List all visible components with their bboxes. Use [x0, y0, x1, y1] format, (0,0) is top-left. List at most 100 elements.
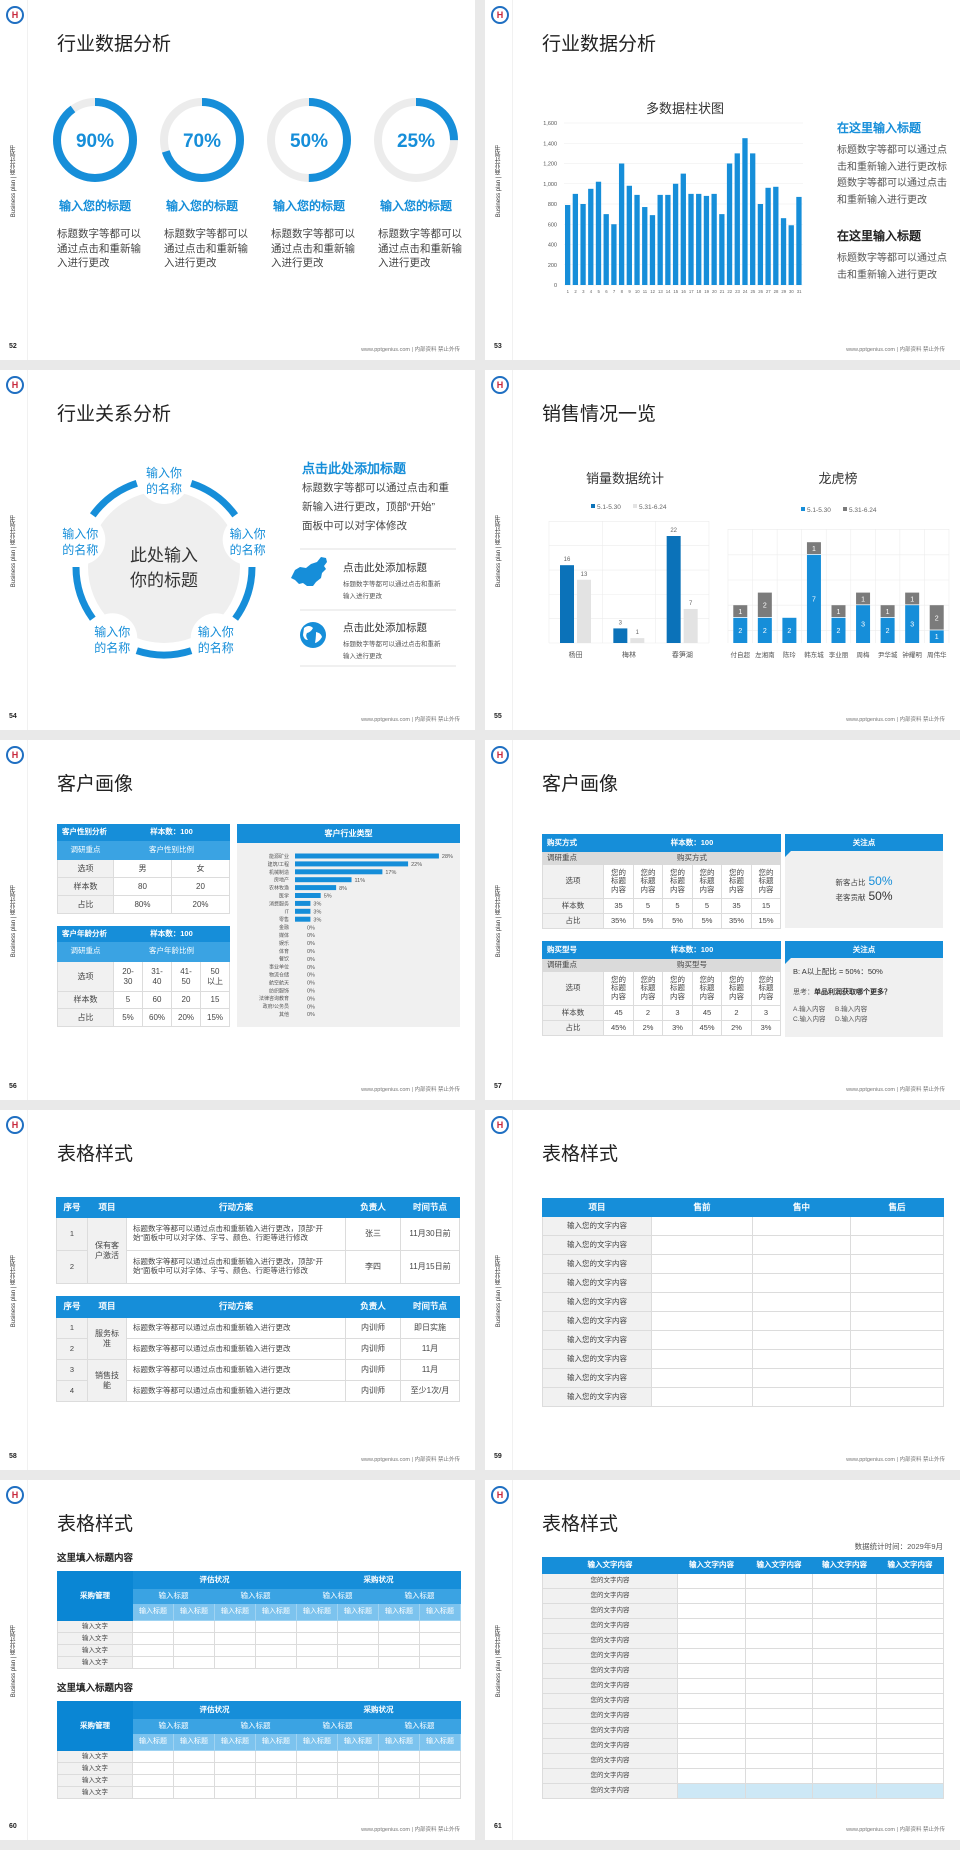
y-tick-label: 400	[548, 243, 557, 249]
action-plan-table-2: 序号 项目 行动方案 负责人 时间节点 1 服务标准 标题数字等都可以通过点击和重新输入进行更…	[56, 1296, 460, 1402]
column-header: 输入文字内容	[542, 1557, 678, 1574]
ring-description-line: 标题数字等都可以	[57, 228, 141, 240]
table-cell	[876, 1603, 944, 1619]
x-tick-label: 28	[774, 289, 779, 294]
logo: H	[491, 746, 509, 764]
table-cell: 60%	[142, 1008, 172, 1027]
table-cell: 2	[721, 1005, 752, 1021]
table-cell	[812, 1603, 877, 1619]
bar	[672, 183, 679, 285]
table-cell: 输入您的文字内容	[542, 1235, 652, 1255]
table-cell: 输入标题	[419, 1603, 461, 1621]
table-row: 输入您的文字内容	[542, 1349, 944, 1369]
table-cell: 输入标题	[214, 1718, 297, 1734]
side-rail-divider	[27, 740, 28, 1100]
table-cell: 5	[662, 898, 693, 914]
table-cell: 您的文字内容	[542, 1588, 678, 1604]
table-cell: 输入标题	[378, 1718, 461, 1734]
segment-label: 7	[812, 596, 816, 603]
cycle-arc	[135, 647, 193, 659]
y-tick-label: 1,200	[543, 162, 557, 168]
value-label: 0%	[307, 965, 315, 971]
slide-60: H Business plan | 商业计划书 60 www.pptgenius.co…	[0, 1480, 475, 1840]
table-cell: 标题数字等都可以通过点击和重新输入进行更改	[126, 1359, 346, 1381]
stacked-bar-segment	[856, 592, 871, 605]
bar	[750, 153, 756, 285]
table-cell: 输入标题	[214, 1588, 297, 1604]
table-row: 输入文字	[57, 1620, 461, 1633]
table-cell: 输入文字	[57, 1750, 133, 1763]
data-label: 7	[689, 601, 693, 607]
x-tick-label: 5	[597, 289, 600, 294]
cycle-arc	[72, 566, 96, 621]
table-cell: 输入文字	[57, 1774, 133, 1787]
logo: H	[6, 1486, 24, 1504]
table-cell: 31-40	[142, 961, 172, 992]
segment-label: 3	[861, 622, 865, 629]
table-cell: 输入标题	[132, 1718, 215, 1734]
table-cell: 标题数字等都可以通过点击和重新输入进行更改，顶部“开始”面板中可以对字体、字号、…	[126, 1217, 346, 1251]
bar	[765, 187, 771, 285]
table-cell	[850, 1292, 944, 1312]
table-cell	[850, 1254, 944, 1274]
table-cell	[173, 1644, 215, 1657]
table-cell	[812, 1618, 877, 1634]
chart-title: 龙虎榜	[818, 471, 857, 486]
value-label: 5%	[324, 894, 332, 900]
y-tick-label: 1,600	[543, 121, 557, 127]
block-text-line: 标题数字等都可以通过点	[837, 145, 947, 156]
x-tick-label: 25	[750, 289, 755, 294]
bar	[295, 916, 311, 922]
item-text-line: 输入进行更改	[343, 653, 382, 660]
page-number: 56	[9, 1083, 17, 1090]
service-stage-table: 项目 售前 售中 售后 输入您的文字内容 输入您的文字内容 输入您的文字内容 输入您的文字内容…	[542, 1198, 944, 1407]
table-cell	[214, 1632, 256, 1645]
table-cell: 占比	[57, 1008, 114, 1027]
section-text-line: 面板中可以对字体修改	[302, 520, 407, 532]
table-row: 2 标题数字等都可以通过点击和重新输入进行更改，顶部“开始”面板中可以对字体、字号…	[56, 1250, 460, 1284]
table-row: 客户性别分析 样本数：100	[57, 824, 231, 841]
node-label: 的名称	[230, 542, 266, 557]
table-cell: 输入您的文字内容	[542, 1311, 652, 1331]
x-tick-label: 17	[689, 289, 694, 294]
table-row: 占比 5% 60% 20% 15%	[57, 1008, 231, 1027]
table-cell	[255, 1620, 297, 1633]
table-cell	[850, 1311, 944, 1331]
data-label: 13	[581, 572, 588, 578]
table-cell: 5	[113, 991, 143, 1009]
table-row: 项目 售前 售中 售后	[542, 1198, 944, 1217]
slide-title: 行业关系分析	[57, 404, 172, 425]
table-cell: 输入标题	[255, 1603, 297, 1621]
value-label: 0%	[307, 925, 315, 931]
table-cell: 采购管理	[57, 1571, 133, 1621]
table-cell: 内训师	[345, 1380, 401, 1402]
table-cell	[255, 1632, 297, 1645]
table-cell	[752, 1235, 851, 1255]
value-label: 17%	[385, 870, 396, 876]
table-cell	[812, 1663, 877, 1679]
x-tick-label: 11	[643, 289, 648, 294]
table-cell: 3	[662, 1005, 693, 1021]
table-row: 输入标题 输入标题 输入标题 输入标题 输入标题 输入标题 输入标题 输入标题	[58, 1603, 461, 1621]
table-cell: 输入文字	[57, 1620, 133, 1633]
table-cell: 女	[170, 859, 231, 878]
segment-label: 1	[861, 596, 865, 603]
table-cell: 2	[56, 1250, 88, 1284]
value-label: 3%	[313, 910, 321, 916]
value-label: 11%	[355, 878, 366, 884]
bar	[595, 181, 602, 285]
footer-text: www.pptgenius.com | 内部资料 禁止外传	[361, 1827, 460, 1833]
table-cell	[132, 1774, 174, 1787]
table-cell	[651, 1235, 753, 1255]
logo: H	[491, 1486, 509, 1504]
table-cell	[745, 1768, 813, 1784]
segment-label: 1	[738, 609, 742, 616]
purchase-method-table: 购买方式 样本数：100 调研重点 购买方式 选项 您的标题内容 您的标题内容 您的标题内容您…	[542, 834, 782, 929]
bar	[680, 173, 686, 285]
side-text: Business plan | 商业计划书	[11, 885, 17, 958]
side-text: Business plan | 商业计划书	[496, 1255, 502, 1328]
node-label: 的名称	[62, 542, 98, 557]
segment-label: 3	[910, 622, 914, 629]
logo: H	[491, 376, 509, 394]
table-row: 输入您的文字内容	[542, 1273, 944, 1293]
